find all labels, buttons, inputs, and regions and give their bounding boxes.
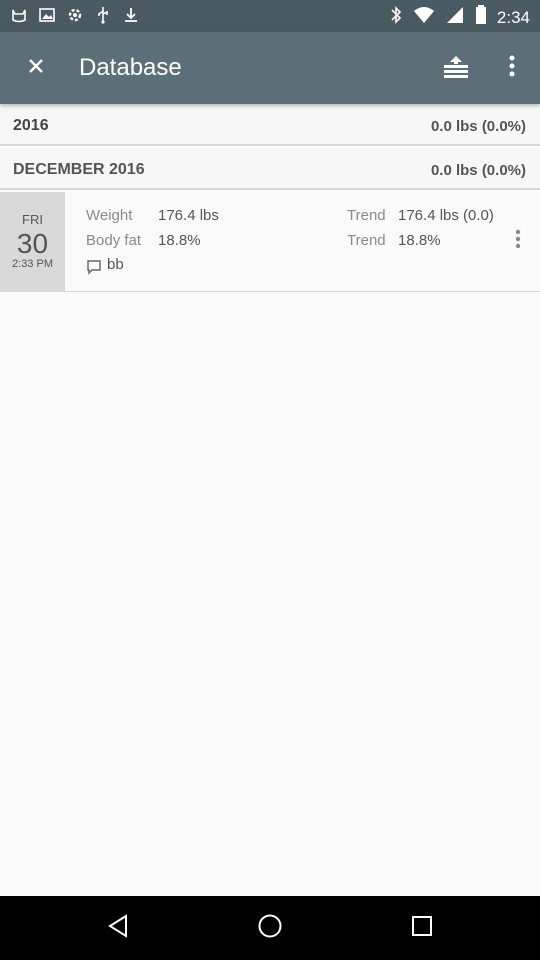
entry-date-block: FRI 30 2:33 PM: [0, 192, 65, 291]
status-icons-right: 2:34: [389, 5, 530, 30]
month-header[interactable]: DECEMBER 2016 0.0 lbs (0.0%): [0, 148, 540, 190]
trend-bodyfat-value: 18.8%: [398, 232, 441, 249]
month-label: DECEMBER 2016: [13, 161, 145, 178]
entry-time: 2:33 PM: [12, 258, 53, 270]
bluetooth-icon: [389, 5, 403, 30]
wifi-icon: [413, 5, 435, 30]
more-vert-icon: [509, 55, 515, 82]
trend-weight-label: Trend: [347, 207, 386, 224]
cat-icon: [10, 6, 28, 24]
recents-button[interactable]: [402, 908, 442, 948]
battery-icon: [475, 5, 487, 30]
bodyfat-value: 18.8%: [158, 232, 201, 249]
status-icons-left: [10, 6, 140, 24]
system-nav-bar: [0, 896, 540, 960]
month-total: 0.0 lbs (0.0%): [430, 162, 526, 179]
usb-icon: [94, 6, 112, 24]
status-bar: 2:34: [0, 0, 540, 32]
entry-day-of-week: FRI: [22, 212, 43, 227]
recents-icon: [411, 915, 433, 942]
year-total: 0.0 lbs (0.0%): [430, 118, 526, 135]
status-time: 2:34: [496, 7, 530, 27]
settings-icon: [66, 6, 84, 24]
entry-comment: bb: [107, 256, 124, 273]
bodyfat-label: Body fat: [86, 232, 142, 249]
close-icon: [28, 58, 44, 79]
overflow-menu-button[interactable]: [490, 44, 534, 92]
entry-day: 30: [16, 228, 49, 259]
entry-overflow-button[interactable]: [506, 226, 530, 256]
back-button[interactable]: [98, 908, 138, 948]
back-icon: [107, 913, 129, 943]
download-icon: [122, 6, 140, 24]
home-icon: [257, 913, 283, 944]
app-bar: Database: [0, 32, 540, 104]
home-button[interactable]: [250, 908, 290, 948]
list-item[interactable]: FRI 30 2:33 PM Weight 176.4 lbs Body fat…: [0, 192, 540, 292]
close-button[interactable]: [12, 44, 60, 92]
page-title: Database: [79, 54, 182, 81]
comment-icon: [86, 259, 102, 275]
trend-bodyfat-label: Trend: [347, 232, 386, 249]
image-icon: [38, 6, 56, 24]
more-vert-icon: [515, 229, 521, 254]
year-label: 2016: [13, 117, 49, 134]
trend-weight-value: 176.4 lbs (0.0): [398, 207, 494, 224]
export-button[interactable]: [432, 44, 480, 92]
weight-label: Weight: [86, 207, 133, 224]
export-icon: [442, 54, 470, 83]
signal-icon: [445, 5, 465, 30]
year-header[interactable]: 2016 0.0 lbs (0.0%): [0, 104, 540, 146]
weight-value: 176.4 lbs: [158, 207, 219, 224]
